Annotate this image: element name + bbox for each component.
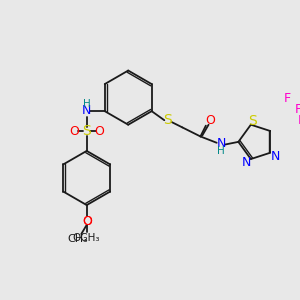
Text: F: F [298, 114, 300, 127]
Text: H: H [83, 99, 91, 109]
Text: N: N [82, 104, 92, 117]
Text: F: F [284, 92, 291, 105]
Text: N: N [271, 150, 280, 163]
Text: S: S [82, 124, 91, 138]
Text: O: O [206, 114, 215, 127]
Text: O: O [94, 124, 104, 137]
Text: O: O [82, 215, 92, 228]
Text: H: H [217, 146, 225, 156]
Text: OCH₃: OCH₃ [72, 233, 100, 244]
Text: N: N [242, 156, 251, 169]
Text: O: O [69, 124, 79, 137]
Text: S: S [248, 114, 257, 128]
Text: F: F [295, 103, 300, 116]
Text: O: O [82, 215, 92, 228]
Text: CH₃: CH₃ [67, 234, 88, 244]
Text: S: S [164, 113, 172, 127]
Text: N: N [217, 137, 226, 150]
